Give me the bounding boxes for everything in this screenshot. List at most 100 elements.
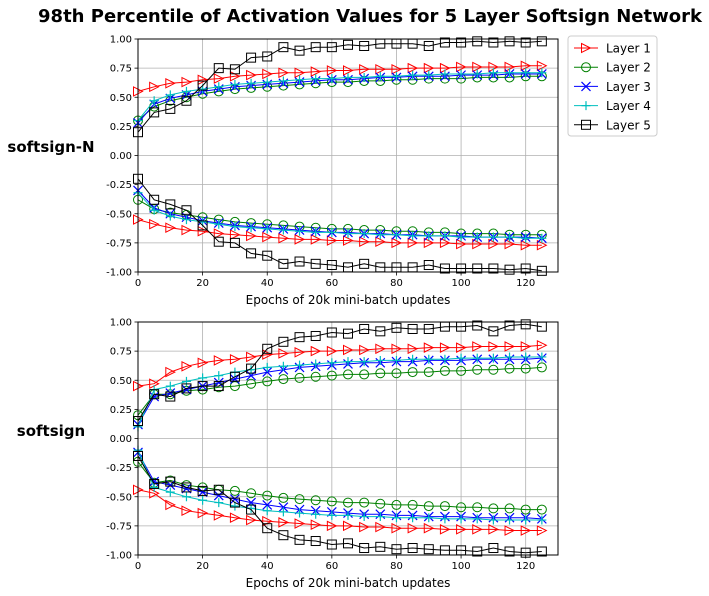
- data-point: [456, 353, 466, 363]
- data-point: [408, 354, 418, 364]
- data-point: [343, 510, 353, 520]
- data-point: [246, 78, 256, 88]
- data-point: [213, 381, 224, 392]
- data-point: [375, 63, 386, 75]
- data-point: [262, 362, 272, 372]
- data-point: [423, 40, 434, 51]
- data-point: [262, 523, 273, 534]
- series-layer-1-upper: [133, 60, 548, 97]
- data-point: [472, 320, 483, 331]
- x-tick-label: 60: [325, 561, 338, 572]
- data-point: [246, 351, 257, 363]
- data-point: [343, 229, 353, 239]
- data-point: [198, 495, 208, 505]
- data-point: [488, 37, 499, 48]
- data-point: [149, 389, 160, 400]
- data-point: [488, 341, 500, 352]
- data-point: [149, 107, 160, 118]
- data-point: [181, 360, 193, 372]
- data-point: [278, 258, 289, 269]
- data-point: [537, 233, 547, 243]
- data-point: [391, 63, 403, 75]
- legend-marker: [581, 62, 591, 73]
- data-point: [391, 522, 403, 534]
- data-point: [278, 502, 289, 513]
- data-point: [488, 68, 498, 78]
- series-layer-4-lower: [133, 445, 547, 525]
- data-point: [359, 229, 369, 239]
- data-point: [246, 52, 257, 63]
- series-line: [137, 323, 542, 422]
- data-point: [423, 323, 434, 334]
- data-point: [294, 372, 305, 383]
- data-point: [246, 223, 256, 233]
- data-point: [262, 343, 273, 354]
- data-point: [375, 71, 385, 81]
- data-point: [439, 237, 451, 249]
- data-point: [149, 482, 159, 492]
- data-point: [359, 543, 370, 554]
- data-point: [149, 81, 160, 93]
- data-point: [408, 513, 418, 523]
- data-point: [295, 75, 305, 85]
- data-point: [343, 538, 353, 549]
- data-point: [359, 63, 370, 75]
- data-point: [504, 264, 515, 275]
- series-line: [137, 452, 542, 520]
- data-point: [326, 539, 337, 550]
- data-point: [343, 328, 353, 339]
- data-point: [343, 72, 353, 82]
- data-point: [423, 367, 434, 378]
- data-point: [488, 353, 498, 363]
- data-point: [407, 323, 418, 334]
- data-point: [391, 237, 403, 249]
- data-point: [326, 327, 337, 338]
- data-point: [278, 348, 290, 359]
- data-point: [504, 525, 516, 536]
- legend-label: Layer 3: [606, 80, 651, 94]
- data-point: [165, 211, 175, 221]
- data-point: [278, 492, 289, 503]
- series-layer-1-upper: [133, 339, 548, 392]
- legend-entry: Layer 4: [574, 99, 651, 113]
- data-point: [472, 61, 483, 73]
- y-tick-label: 0.00: [110, 151, 132, 162]
- data-point: [326, 260, 337, 271]
- y-tick-label: 0.50: [110, 376, 132, 387]
- data-point: [327, 358, 337, 368]
- data-point: [262, 506, 272, 516]
- y-tick-label: -0.50: [106, 209, 132, 220]
- data-point: [229, 353, 241, 365]
- data-point: [278, 517, 290, 528]
- data-point: [181, 492, 191, 502]
- data-point: [310, 371, 321, 382]
- data-point: [505, 352, 515, 362]
- data-point: [456, 342, 467, 353]
- data-point: [456, 61, 467, 73]
- data-point: [229, 229, 241, 241]
- legend-label: Layer 2: [606, 61, 651, 75]
- data-point: [521, 233, 531, 243]
- data-point: [424, 513, 434, 523]
- legend-entry: Layer 2: [574, 61, 651, 75]
- data-point: [165, 499, 176, 511]
- data-point: [294, 67, 306, 79]
- data-point: [165, 199, 176, 210]
- data-point: [456, 37, 467, 48]
- data-point: [165, 222, 176, 234]
- data-point: [359, 369, 370, 380]
- data-point: [505, 232, 515, 242]
- data-point: [424, 70, 434, 80]
- data-point: [520, 547, 531, 558]
- data-point: [440, 354, 450, 364]
- data-point: [536, 36, 547, 47]
- data-point: [229, 485, 240, 496]
- data-point: [456, 524, 467, 535]
- data-point: [407, 522, 419, 534]
- data-point: [310, 330, 321, 341]
- data-point: [181, 224, 193, 236]
- data-point: [488, 238, 500, 250]
- data-point: [456, 514, 466, 524]
- data-point: [472, 524, 483, 535]
- y-tick-label: -0.25: [106, 463, 132, 474]
